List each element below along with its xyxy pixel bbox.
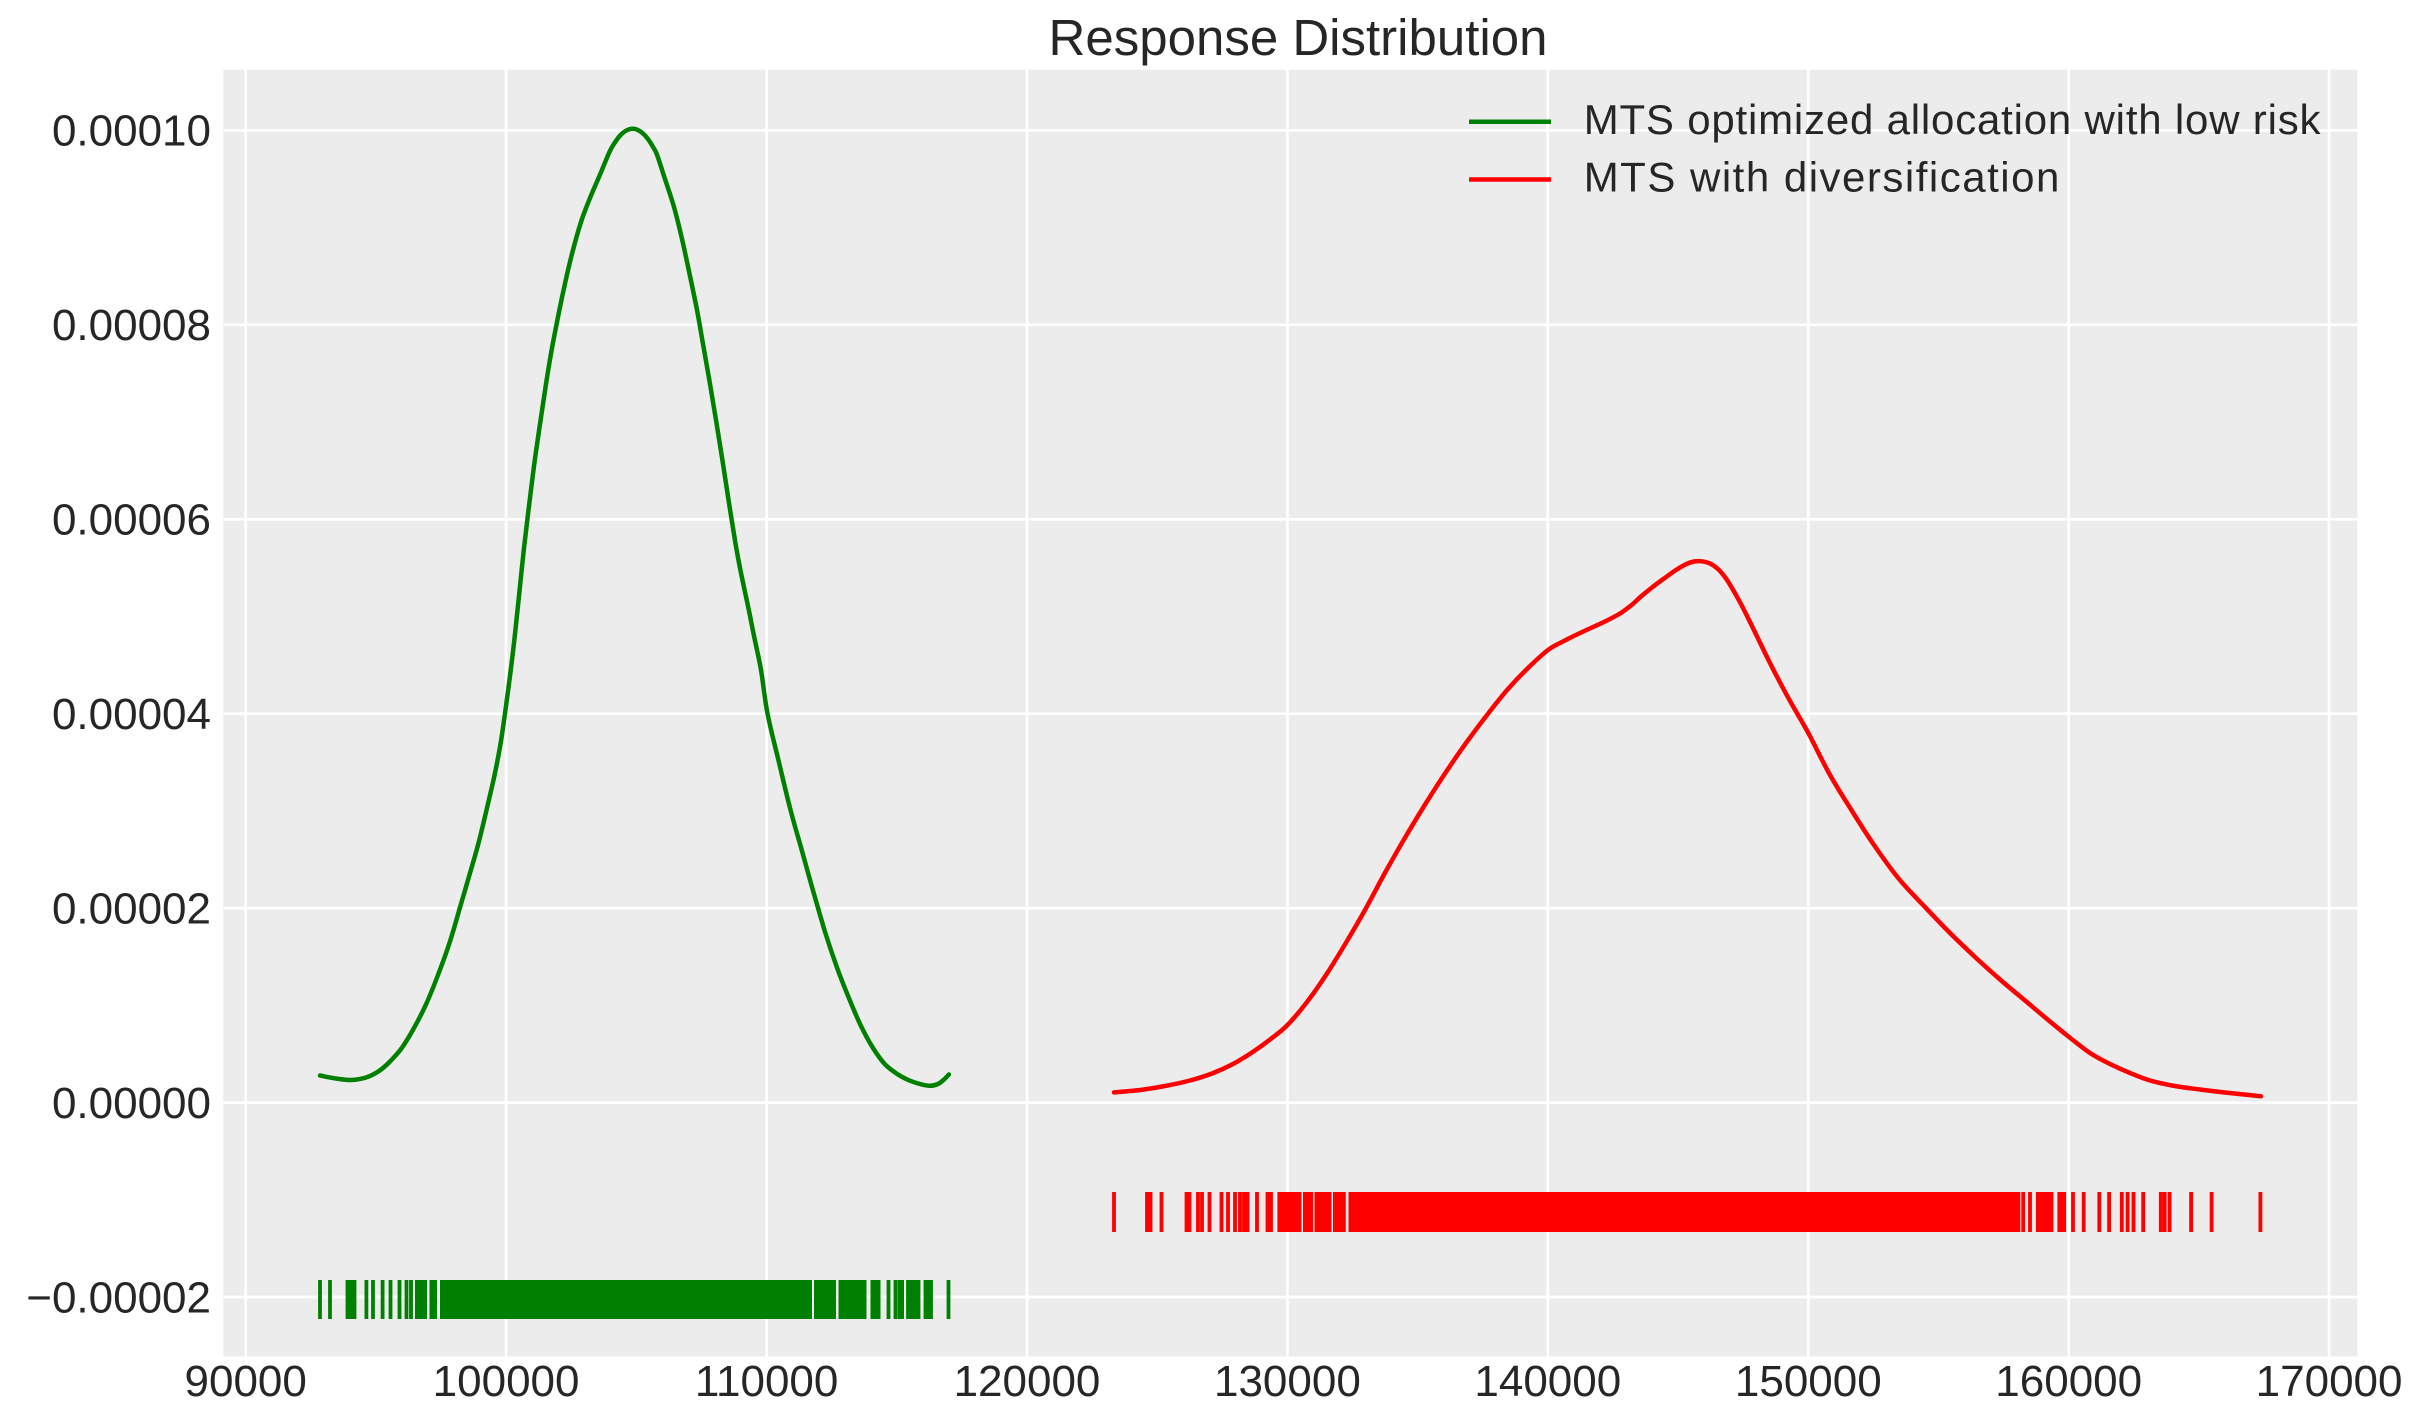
svg-text:100000: 100000 bbox=[433, 1357, 580, 1406]
svg-text:90000: 90000 bbox=[185, 1357, 307, 1406]
svg-text:0.00004: 0.00004 bbox=[52, 690, 211, 739]
svg-text:0.00010: 0.00010 bbox=[52, 107, 211, 156]
svg-text:0.00000: 0.00000 bbox=[52, 1079, 211, 1128]
svg-text:0.00006: 0.00006 bbox=[52, 496, 211, 545]
svg-text:−0.00002: −0.00002 bbox=[26, 1273, 211, 1322]
svg-text:0.00002: 0.00002 bbox=[52, 885, 211, 934]
svg-text:130000: 130000 bbox=[1214, 1357, 1361, 1406]
svg-text:Response Distribution: Response Distribution bbox=[1049, 9, 1548, 66]
svg-text:110000: 110000 bbox=[695, 1357, 839, 1406]
svg-text:160000: 160000 bbox=[1995, 1357, 2142, 1406]
svg-text:150000: 150000 bbox=[1735, 1357, 1882, 1406]
svg-text:0.00008: 0.00008 bbox=[52, 301, 211, 350]
svg-text:MTS optimized allocation with: MTS optimized allocation with low risk bbox=[1584, 96, 2322, 143]
svg-text:120000: 120000 bbox=[954, 1357, 1101, 1406]
svg-text:140000: 140000 bbox=[1474, 1357, 1621, 1406]
svg-text:170000: 170000 bbox=[2256, 1357, 2403, 1406]
svg-text:MTS with diversification: MTS with diversification bbox=[1584, 154, 2061, 201]
